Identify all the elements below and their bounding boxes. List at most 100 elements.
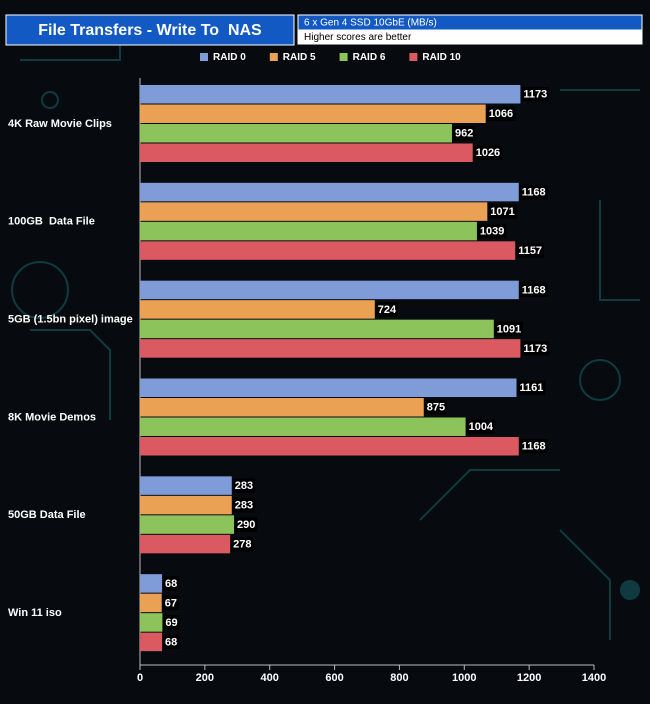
value-label-bg xyxy=(473,145,503,160)
legend-label: RAID 5 xyxy=(283,52,316,63)
value-label-bg xyxy=(466,419,496,434)
value-label: 1091 xyxy=(497,323,521,335)
title-box xyxy=(5,14,295,46)
value-label: 1168 xyxy=(522,284,546,296)
bar xyxy=(140,515,235,534)
value-label-bg xyxy=(521,87,550,102)
value-label-bg xyxy=(494,321,524,337)
x-tick-label: 1000 xyxy=(452,672,476,684)
legend-label: RAID 6 xyxy=(353,52,386,63)
value-label-bg xyxy=(162,595,179,611)
value-label: 290 xyxy=(237,519,255,531)
category-label: Win 11 iso xyxy=(8,607,62,619)
value-label-bg xyxy=(519,282,548,298)
bar xyxy=(140,593,162,613)
annotation: Higher scores are better xyxy=(304,32,412,43)
value-label-bg xyxy=(488,204,517,219)
x-tick-label: 1200 xyxy=(517,672,541,684)
bar xyxy=(140,398,424,417)
value-label: 68 xyxy=(165,578,177,590)
value-label-bg xyxy=(231,536,254,552)
bar xyxy=(140,221,477,241)
value-label-bg xyxy=(477,223,507,239)
value-label: 68 xyxy=(165,636,177,648)
chart-title: File Transfers - Write To NAS xyxy=(38,22,262,39)
x-tick-label: 0 xyxy=(137,672,143,684)
value-label: 1071 xyxy=(490,206,514,218)
bar xyxy=(140,104,486,123)
value-label: 1173 xyxy=(523,343,547,355)
value-label: 1168 xyxy=(522,186,546,198)
value-label: 1039 xyxy=(480,225,504,237)
note-box xyxy=(297,29,643,45)
bar xyxy=(140,613,163,632)
value-label: 67 xyxy=(165,597,177,609)
bar xyxy=(140,143,473,162)
category-label: 5GB (1.5bn pixel) image xyxy=(8,314,133,326)
x-tick-label: 800 xyxy=(390,672,408,684)
value-label: 1066 xyxy=(489,108,513,120)
value-label-bg xyxy=(375,302,399,317)
value-label-bg xyxy=(235,517,258,532)
circuit-decoration xyxy=(11,20,640,640)
value-label-bg xyxy=(163,615,180,630)
value-label-bg xyxy=(486,106,516,121)
value-label-bg xyxy=(424,400,448,415)
bar xyxy=(140,437,519,456)
x-tick-label: 400 xyxy=(261,672,279,684)
value-label: 69 xyxy=(165,617,177,629)
category-label: 100GB Data File xyxy=(8,216,95,228)
value-label: 1173 xyxy=(523,89,547,101)
value-label: 962 xyxy=(455,128,473,140)
value-label-bg xyxy=(519,184,548,200)
bar xyxy=(140,182,519,202)
bar xyxy=(140,319,494,339)
x-tick-label: 600 xyxy=(325,672,343,684)
value-label-bg xyxy=(163,634,180,650)
value-label: 724 xyxy=(378,304,397,316)
bar xyxy=(140,417,466,436)
bar xyxy=(140,85,521,104)
bar xyxy=(140,476,232,495)
value-label-bg xyxy=(232,478,256,493)
subtitle: 6 x Gen 4 SSD 10GbE (MB/s) xyxy=(304,18,437,29)
bar xyxy=(140,534,231,554)
value-label-bg xyxy=(521,341,550,356)
bar xyxy=(140,378,517,397)
legend-swatch xyxy=(339,53,348,61)
value-label: 278 xyxy=(233,538,251,550)
value-label: 283 xyxy=(235,480,253,492)
category-label: 4K Raw Movie Clips xyxy=(8,118,112,130)
bar xyxy=(140,280,519,300)
bar xyxy=(140,300,375,319)
legend-swatch xyxy=(200,53,208,61)
value-label: 1026 xyxy=(476,147,500,159)
value-label-bg xyxy=(163,576,180,591)
legend-label: RAID 0 xyxy=(213,52,246,63)
value-label-bg xyxy=(519,439,548,454)
value-label: 1168 xyxy=(522,441,546,453)
legend-swatch xyxy=(409,53,418,61)
legend-swatch xyxy=(269,53,278,61)
value-label: 283 xyxy=(235,499,253,511)
category-label: 50GB Data File xyxy=(8,509,86,521)
value-label: 1004 xyxy=(469,421,494,433)
value-label-bg xyxy=(232,497,256,513)
bar xyxy=(140,124,452,143)
category-label: 8K Movie Demos xyxy=(8,411,96,423)
value-label-bg xyxy=(516,243,545,258)
bar xyxy=(140,574,163,593)
x-tick-label: 1400 xyxy=(582,672,606,684)
x-tick-label: 200 xyxy=(196,672,214,684)
legend-label: RAID 10 xyxy=(422,52,461,63)
value-label: 875 xyxy=(427,402,445,414)
value-label-bg xyxy=(452,126,476,141)
bar xyxy=(140,495,232,515)
bar xyxy=(140,202,488,221)
value-label-bg xyxy=(517,380,546,395)
value-label: 1157 xyxy=(518,245,542,257)
bar xyxy=(140,632,163,652)
bar xyxy=(140,339,521,358)
bar xyxy=(140,241,516,260)
